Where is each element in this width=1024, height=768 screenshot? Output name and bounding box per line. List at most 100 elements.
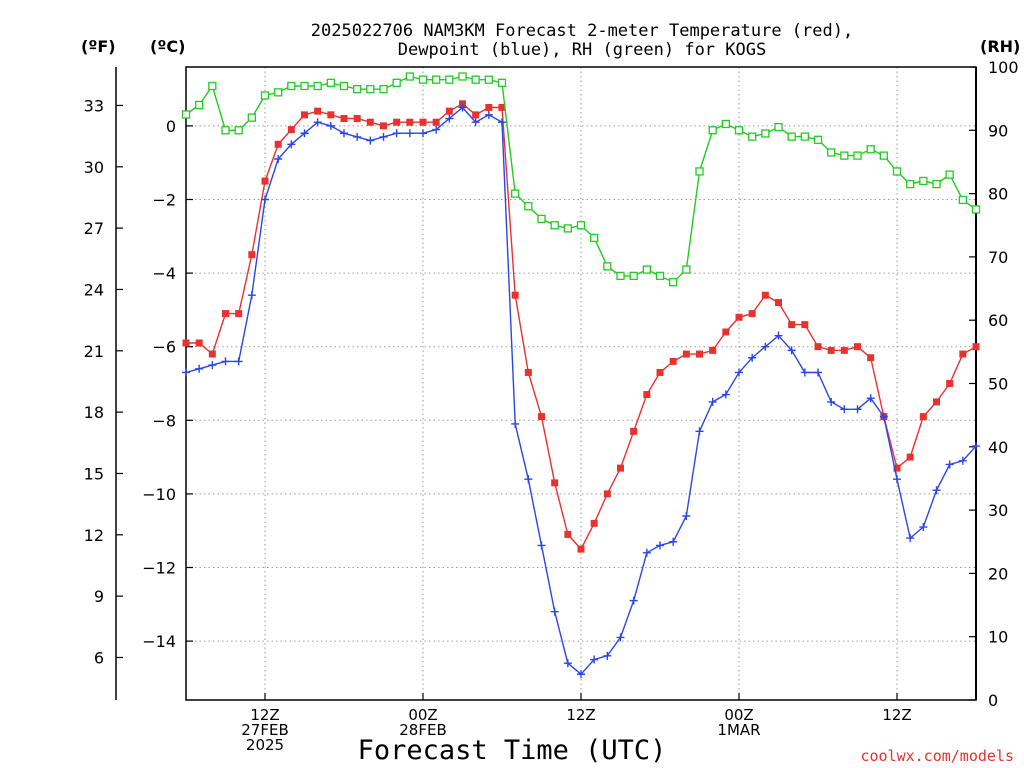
rh-point (274, 88, 283, 97)
axes: 3330272421181512960−2−4−6−8−10−12−140102… (84, 58, 1019, 754)
temperature-series (182, 100, 980, 553)
source-credit: coolwx.com/models (860, 747, 1014, 765)
temperature-point (393, 118, 401, 126)
temperature-point (933, 398, 940, 406)
rh-point (853, 151, 862, 160)
rh-point (827, 148, 836, 157)
celsius-axis-unit: (ºC) (150, 37, 185, 56)
rh-point (906, 179, 915, 189)
fahrenheit-tick-label: 12 (84, 526, 104, 545)
gridlines (186, 67, 976, 700)
temperature-point (788, 321, 796, 329)
fahrenheit-tick-label: 33 (84, 96, 104, 115)
rh-point (234, 126, 243, 135)
fahrenheit-tick-label: 24 (84, 280, 104, 299)
temperature-point (867, 354, 875, 362)
dewpoint-point (945, 460, 954, 469)
dewpoint-point (695, 427, 704, 436)
dewpoint-point (879, 412, 888, 421)
rh-point (300, 81, 309, 91)
rh-point (695, 167, 704, 176)
rh-tick-label: 100 (988, 58, 1019, 77)
dewpoint-point (484, 110, 493, 119)
temperature-point (538, 413, 545, 421)
fahrenheit-tick-label: 30 (84, 158, 104, 177)
dewpoint-point (182, 368, 190, 377)
chart-title-line-1: 2025022706 NAM3KM Forecast 2-meter Tempe… (311, 21, 853, 41)
dewpoint-point (748, 353, 757, 362)
temperature-point (564, 530, 572, 538)
dewpoint-point (247, 291, 256, 300)
dewpoint-point (853, 405, 862, 414)
dewpoint-point (261, 195, 269, 204)
dewpoint-point (537, 541, 546, 550)
dewpoint-point (866, 394, 875, 403)
dewpoint-point (563, 659, 572, 668)
data-series (181, 72, 981, 679)
rh-point (774, 122, 783, 132)
rh-point (445, 75, 454, 84)
temperature-point (327, 111, 335, 119)
dewpoint-point (669, 537, 678, 546)
fahrenheit-tick-label: 27 (84, 219, 104, 238)
dewpoint-point (353, 132, 362, 141)
temperature-point (906, 453, 914, 461)
rh-point (576, 221, 586, 230)
rh-point (590, 233, 599, 243)
temperature-point (551, 479, 559, 487)
rh-tick-label: 10 (988, 628, 1008, 647)
rh-series (181, 72, 981, 287)
temperature-point (643, 391, 651, 399)
dewpoint-point (195, 364, 204, 373)
temperature-point (656, 368, 664, 376)
temperature-point (301, 111, 308, 119)
rh-point (682, 265, 691, 274)
rh-point (734, 126, 744, 135)
dewpoint-point (326, 121, 335, 130)
celsius-tick-label: 0 (166, 117, 176, 136)
temperature-point (222, 310, 229, 318)
temperature-point (959, 350, 967, 358)
rh-point (800, 132, 809, 141)
rh-tick-label: 0 (988, 691, 998, 710)
rh-point (208, 81, 217, 91)
dewpoint-point (524, 475, 533, 484)
rh-point (221, 126, 230, 135)
rh-point (642, 265, 651, 274)
temperature-point (893, 464, 901, 472)
rh-point (339, 81, 349, 91)
rh-point (708, 126, 717, 135)
dewpoint-point (682, 511, 691, 520)
dewpoint-point (800, 368, 809, 377)
dewpoint-point (840, 405, 849, 414)
dewpoint-series (182, 103, 980, 679)
rh-tick-label: 50 (988, 375, 1008, 394)
rh-point (813, 135, 823, 144)
fahrenheit-tick-label: 21 (84, 342, 104, 361)
temperature-point (669, 357, 677, 365)
temperature-point (617, 464, 624, 472)
rh-point (971, 205, 981, 214)
rh-point (247, 113, 256, 122)
rh-point (353, 85, 362, 94)
temperature-point (314, 107, 322, 115)
temperature-point (248, 251, 256, 259)
fahrenheit-tick-label: 15 (84, 464, 104, 483)
dewpoint-point (221, 357, 230, 366)
rh-point (721, 119, 730, 129)
rh-point (405, 72, 414, 81)
rh-point (537, 214, 546, 224)
x-tick-label: 2025 (246, 736, 284, 754)
rh-point (919, 176, 928, 186)
rh-point (840, 151, 849, 160)
rh-point (287, 81, 296, 91)
temperature-point (801, 321, 809, 329)
rh-point (787, 132, 796, 141)
x-tick-label: 27FEB (241, 721, 288, 739)
temperature-point (287, 126, 295, 134)
temperature-point (432, 118, 440, 126)
rh-point (866, 145, 875, 154)
temperature-point (748, 310, 756, 318)
temperature-point (380, 122, 387, 130)
